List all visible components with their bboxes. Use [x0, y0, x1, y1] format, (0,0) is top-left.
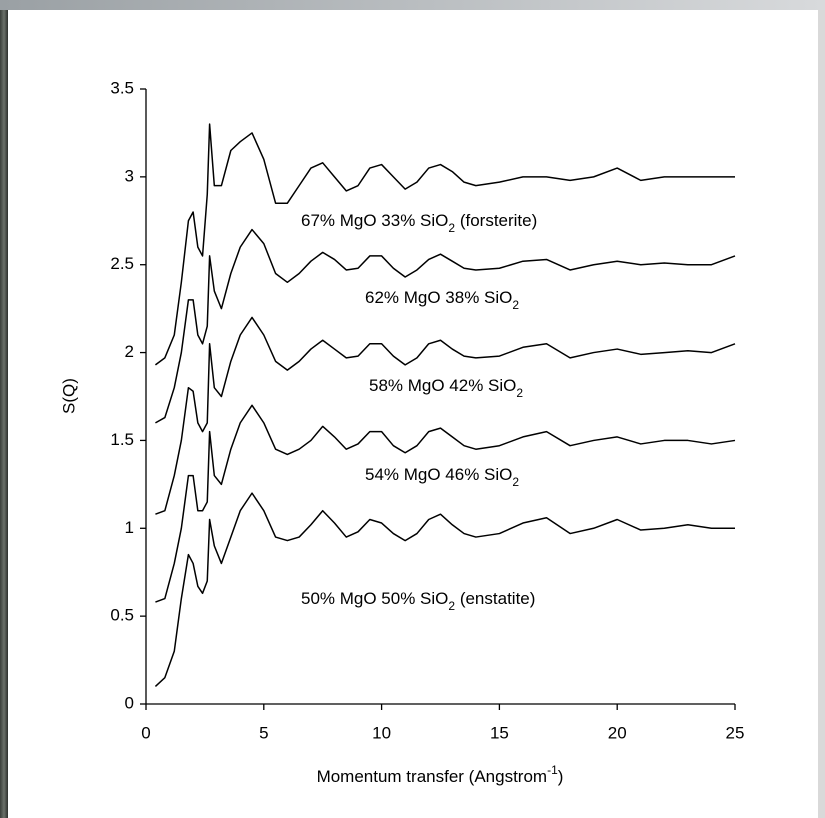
y-tick-label: 3.5	[110, 78, 134, 97]
x-tick-label: 0	[141, 723, 150, 742]
annotation-part: 50% MgO 50% SiO	[301, 589, 448, 608]
data-line	[155, 228, 736, 424]
x-tick-label: 5	[259, 723, 268, 742]
x-tick-label: 15	[490, 723, 509, 742]
y-tick-label: 3	[125, 166, 134, 185]
y-tick-label: 0.5	[110, 606, 134, 625]
x-axis-label-part: )	[558, 767, 564, 786]
x-tick-label: 25	[726, 723, 745, 742]
x-tick-label: 20	[608, 723, 627, 742]
panel	[8, 10, 818, 818]
annotation: 58% MgO 42% SiO2	[369, 376, 523, 400]
data-line	[154, 492, 735, 687]
annotation: 67% MgO 33% SiO2 (forsterite)	[301, 211, 537, 235]
x-axis-label-part: Momentum transfer (Angstrom	[317, 767, 548, 786]
annotation-part: 2	[448, 599, 455, 613]
data-line	[155, 316, 736, 515]
annotation: 62% MgO 38% SiO2	[365, 288, 519, 312]
annotation-part: (forsterite)	[455, 211, 537, 230]
annotation-part: 54% MgO 46% SiO	[365, 465, 512, 484]
y-tick-label: 2.5	[110, 254, 134, 273]
annotation: 54% MgO 46% SiO2	[365, 465, 519, 489]
annotation: 50% MgO 50% SiO2 (enstatite)	[301, 589, 535, 613]
data-line	[155, 404, 736, 603]
annotation-part: 58% MgO 42% SiO	[369, 376, 516, 395]
annotation-part: 2	[512, 298, 519, 312]
annotation-part: 67% MgO 33% SiO	[301, 211, 448, 230]
x-tick-label: 10	[372, 723, 391, 742]
data-line	[154, 123, 735, 366]
annotation-part: 62% MgO 38% SiO	[365, 288, 512, 307]
y-tick-label: 1.5	[110, 430, 134, 449]
y-tick-label: 0	[125, 693, 134, 712]
y-axis-label: S(Q)	[59, 378, 78, 414]
x-axis-label-part: -1	[547, 763, 558, 777]
annotation-part: (enstatite)	[455, 589, 535, 608]
background-strip	[0, 0, 825, 10]
annotation-part: 2	[516, 386, 523, 400]
annotation-part: 2	[448, 221, 455, 235]
y-tick-label: 1	[125, 518, 134, 537]
annotation-part: 2	[512, 475, 519, 489]
x-axis-label: Momentum transfer (Angstrom-1)	[317, 763, 564, 786]
y-tick-label: 2	[125, 342, 134, 361]
